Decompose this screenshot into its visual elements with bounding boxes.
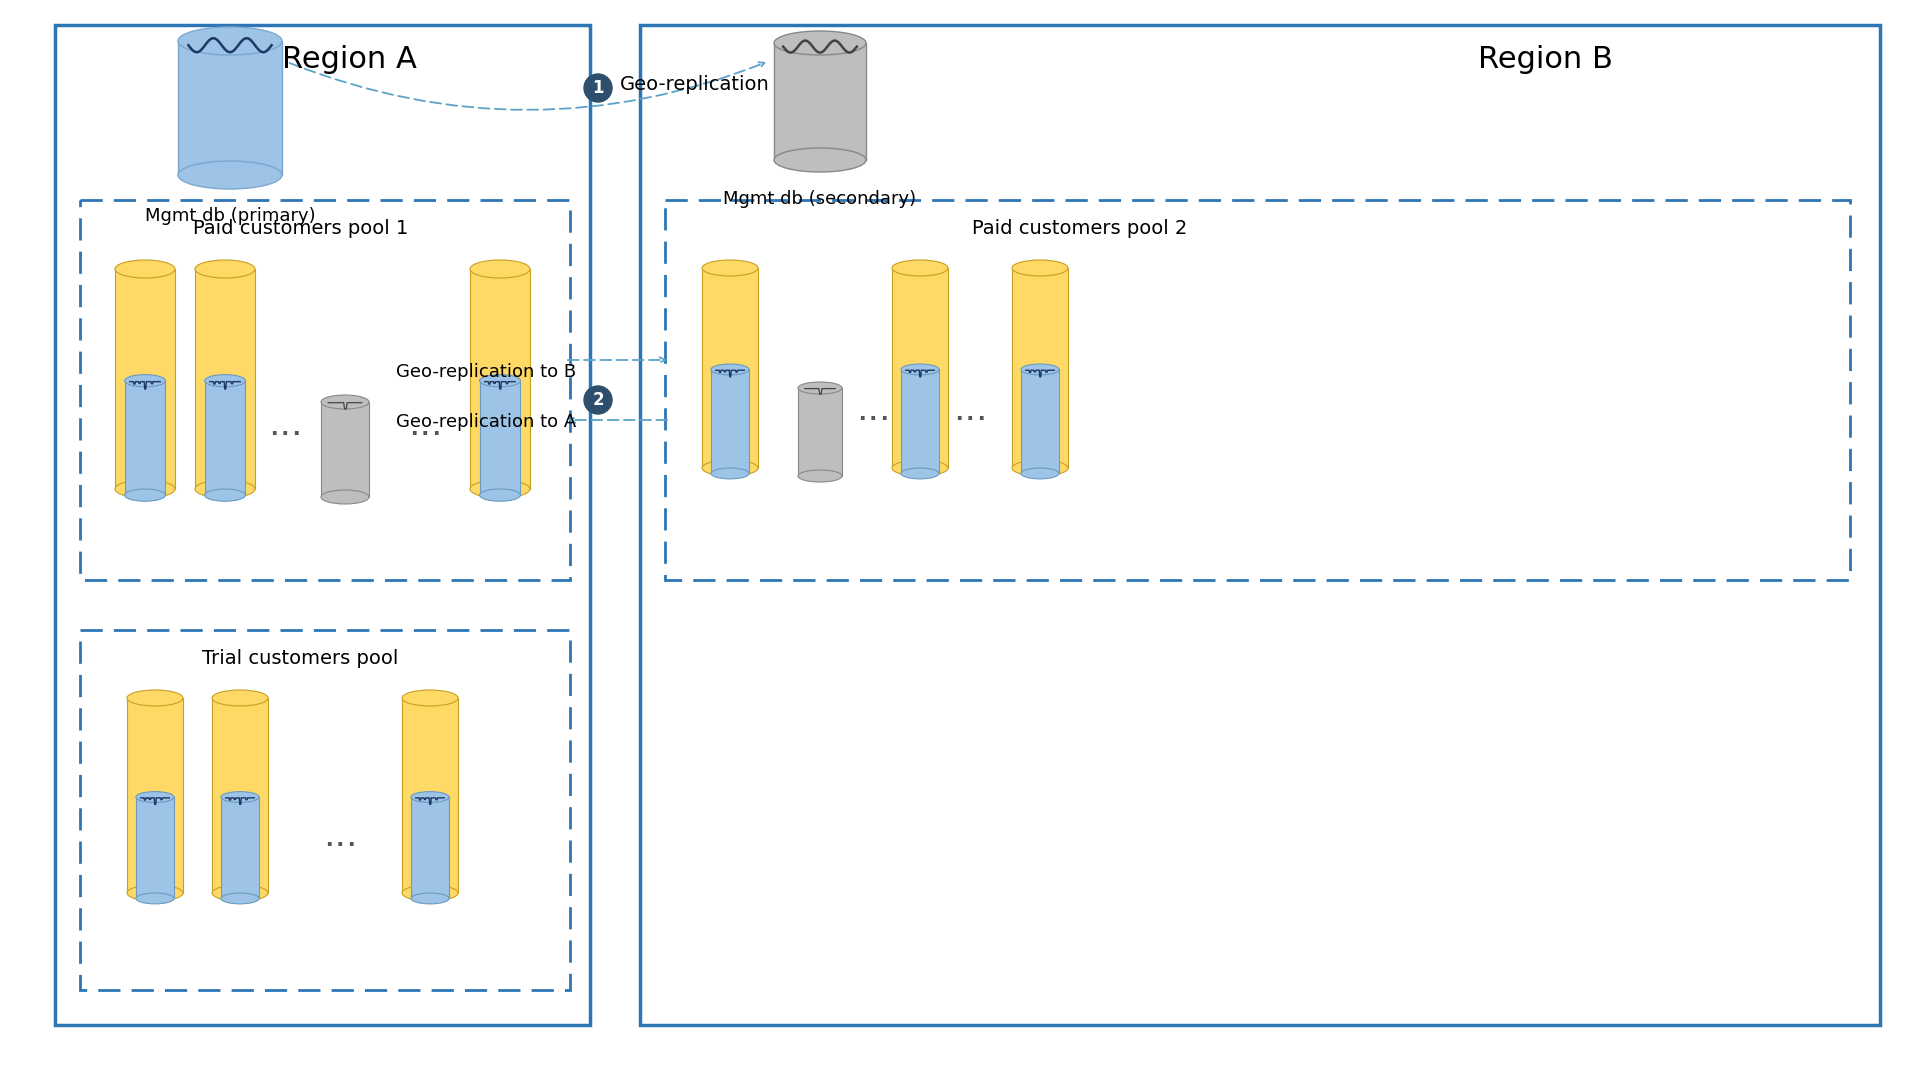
Ellipse shape [178, 27, 281, 55]
Text: Region A: Region A [281, 45, 417, 74]
Bar [126, 698, 184, 893]
Ellipse shape [212, 885, 268, 901]
Ellipse shape [195, 480, 255, 498]
Ellipse shape [220, 893, 258, 904]
Ellipse shape [124, 489, 165, 501]
Ellipse shape [900, 468, 938, 479]
Ellipse shape [136, 792, 174, 802]
Ellipse shape [1020, 364, 1058, 375]
Ellipse shape [402, 885, 457, 901]
Text: Geo-replication to A: Geo-replication to A [396, 412, 576, 431]
Text: Mgmt db (secondary): Mgmt db (secondary) [723, 190, 917, 208]
Bar [195, 269, 255, 489]
Bar [322, 402, 369, 496]
Ellipse shape [322, 395, 369, 409]
Bar [80, 630, 570, 990]
Text: Region B: Region B [1478, 45, 1612, 74]
Bar [124, 381, 165, 495]
Bar [798, 388, 842, 476]
Bar [56, 25, 590, 1025]
Bar [115, 269, 174, 489]
Bar [212, 698, 268, 893]
Ellipse shape [212, 690, 268, 707]
Ellipse shape [710, 468, 748, 479]
Text: Geo-replication to B: Geo-replication to B [396, 363, 576, 381]
Ellipse shape [1011, 460, 1068, 476]
Circle shape [584, 74, 612, 102]
Bar [773, 43, 865, 160]
Text: 2: 2 [591, 391, 603, 409]
Ellipse shape [115, 260, 174, 278]
Bar [900, 369, 938, 474]
Ellipse shape [136, 893, 174, 904]
Bar [412, 797, 448, 898]
Ellipse shape [478, 375, 521, 387]
Text: ...: ... [856, 393, 890, 426]
Bar [1020, 369, 1058, 474]
Ellipse shape [469, 260, 530, 278]
Ellipse shape [1020, 468, 1058, 479]
Ellipse shape [126, 885, 184, 901]
Ellipse shape [478, 489, 521, 501]
Bar [220, 797, 258, 898]
Ellipse shape [195, 260, 255, 278]
Ellipse shape [412, 792, 448, 802]
Bar [80, 200, 570, 581]
Bar [664, 200, 1849, 581]
Bar [702, 268, 758, 468]
Text: ...: ... [408, 408, 442, 442]
Ellipse shape [798, 382, 842, 394]
Ellipse shape [178, 160, 281, 188]
Text: ...: ... [953, 393, 988, 426]
Text: ...: ... [268, 408, 302, 442]
Bar [178, 41, 281, 174]
Ellipse shape [115, 480, 174, 498]
Bar [710, 369, 748, 474]
Bar [892, 268, 947, 468]
Ellipse shape [412, 893, 448, 904]
Bar [402, 698, 457, 893]
Bar [136, 797, 174, 898]
Ellipse shape [220, 792, 258, 802]
Ellipse shape [402, 690, 457, 707]
Bar [639, 25, 1880, 1025]
Ellipse shape [710, 364, 748, 375]
Ellipse shape [126, 690, 184, 707]
Text: ...: ... [323, 820, 358, 853]
Bar [1011, 268, 1068, 468]
Circle shape [584, 386, 612, 414]
Ellipse shape [892, 460, 947, 476]
Text: Paid customers pool 2: Paid customers pool 2 [972, 219, 1187, 238]
Text: Trial customers pool: Trial customers pool [203, 648, 398, 668]
Bar [205, 381, 245, 495]
Bar [469, 269, 530, 489]
Ellipse shape [124, 375, 165, 387]
Ellipse shape [1011, 260, 1068, 276]
Ellipse shape [702, 460, 758, 476]
Text: Paid customers pool 1: Paid customers pool 1 [193, 219, 408, 238]
Ellipse shape [798, 470, 842, 482]
Ellipse shape [205, 375, 245, 387]
Text: Geo-replication: Geo-replication [620, 75, 769, 95]
Text: 1: 1 [591, 79, 603, 97]
Ellipse shape [469, 480, 530, 498]
Ellipse shape [702, 260, 758, 276]
Ellipse shape [205, 489, 245, 501]
Ellipse shape [773, 31, 865, 55]
Ellipse shape [322, 490, 369, 504]
Bar [478, 381, 521, 495]
Ellipse shape [892, 260, 947, 276]
Text: Mgmt db (primary): Mgmt db (primary) [145, 207, 316, 225]
Ellipse shape [773, 148, 865, 172]
Ellipse shape [900, 364, 938, 375]
